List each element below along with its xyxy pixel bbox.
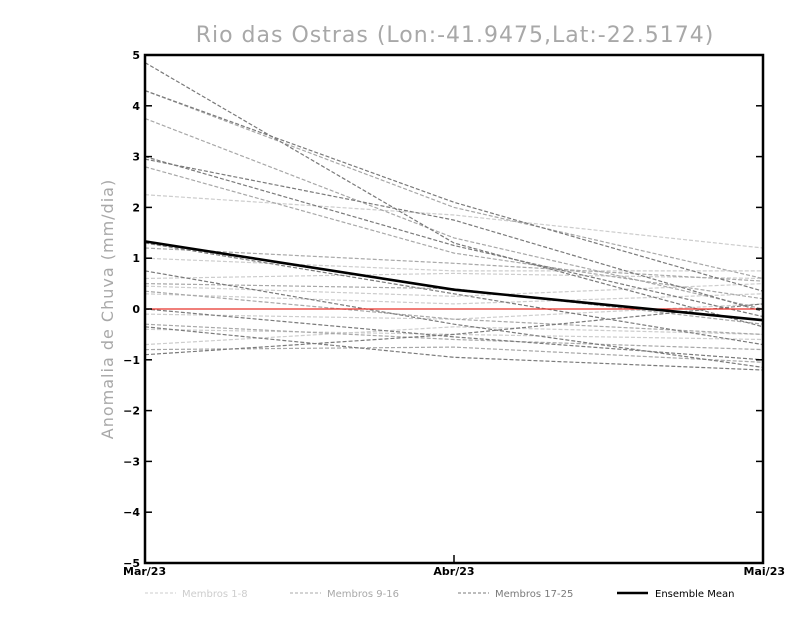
- series-line-membros-1-8-0: [144, 194, 764, 249]
- legend-item-ensemble-mean: Ensemble Mean: [617, 589, 734, 600]
- series-line-membros-1-8-7: [144, 326, 764, 346]
- series-line-membros-9-16-9: [144, 117, 764, 310]
- legend-label-membros-17-25: Membros 17-25: [495, 589, 573, 600]
- series-line-membros-17-25-21: [144, 270, 764, 368]
- chart-title: Rio das Ostras (Lon:-41.9475,Lat:-22.517…: [196, 23, 715, 48]
- y-tick-label: 5: [132, 49, 140, 62]
- x-tick-label: Abr/23: [433, 565, 474, 578]
- series-line-membros-17-25-19: [144, 158, 764, 313]
- series-line-membros-9-16-11: [144, 247, 764, 282]
- y-axis: 5 4 3 2 1 0 −1 −2 −3 −4 −5: [123, 49, 763, 570]
- series-line-ensemble-mean: [144, 240, 764, 322]
- y-tick-label: 0: [132, 303, 140, 316]
- legend-item-membros-1-8: Membros 1-8: [145, 589, 248, 600]
- series-line-membros-17-25-18: [144, 156, 764, 318]
- series-line-membros-17-25-22: [144, 308, 764, 361]
- x-tick-label: Mar/23: [123, 565, 166, 578]
- y-tick-label: −4: [123, 506, 140, 519]
- legend: Membros 1-8 Membros 9-16 Membros 17-25 E…: [145, 589, 734, 600]
- series-line-membros-17-25-24: [144, 303, 764, 356]
- y-tick-label: −5: [123, 557, 140, 570]
- legend-label-membros-1-8: Membros 1-8: [182, 589, 248, 600]
- mean-layer: [144, 240, 764, 322]
- y-tick-label: 2: [132, 201, 140, 214]
- series-line-membros-1-8-5: [144, 303, 764, 320]
- x-axis: Mar/23 Abr/23 Mai/23: [123, 555, 785, 578]
- series-line-membros-17-25-16: [144, 62, 764, 328]
- series-line-membros-9-16-13: [144, 290, 764, 335]
- series-line-membros-17-25-20: [144, 242, 764, 346]
- series-line-membros-9-16-10: [144, 166, 764, 300]
- legend-label-ensemble-mean: Ensemble Mean: [655, 589, 734, 600]
- series-line-membros-1-8-3: [144, 283, 764, 297]
- series-line-membros-1-8-2: [144, 272, 764, 280]
- series-line-membros-1-8-4: [144, 293, 764, 305]
- series-line-membros-9-16-8: [144, 90, 764, 280]
- series-line-membros-9-16-15: [144, 346, 764, 363]
- y-tick-label: 1: [132, 252, 140, 265]
- y-tick-label: −1: [123, 354, 140, 367]
- y-tick-label: 4: [132, 100, 140, 113]
- y-tick-label: −3: [123, 455, 140, 468]
- legend-label-membros-9-16: Membros 9-16: [327, 589, 399, 600]
- series-line-membros-1-8-1: [144, 257, 763, 272]
- series-line-membros-17-25-17: [144, 90, 764, 292]
- series-line-membros-9-16-14: [144, 323, 764, 351]
- legend-item-membros-9-16: Membros 9-16: [290, 589, 399, 600]
- y-tick-label: −2: [123, 405, 140, 418]
- x-tick-label: Mai/23: [744, 565, 785, 578]
- y-axis-label: Anomalia de Chuva (mm/dia): [98, 179, 117, 439]
- y-tick-label: 3: [132, 151, 140, 164]
- legend-item-membros-17-25: Membros 17-25: [458, 589, 573, 600]
- series-layer: [144, 62, 764, 371]
- series-line-membros-17-25-23: [144, 326, 764, 371]
